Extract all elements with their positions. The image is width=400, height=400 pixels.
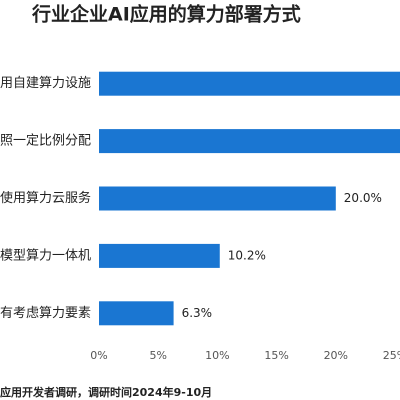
y-tick-label: 有考虑算力要素 [0,306,91,321]
x-tick-label: 25% [383,349,400,362]
bar [99,129,400,154]
source-note: 应用开发者调研，调研时间2024年9-10月 [0,385,212,399]
bar [99,71,400,96]
chart-title: 行业企业AI应用的算力部署方式 [31,3,301,26]
data-label: 20.0% [344,191,382,205]
y-tick-label: 用自建算力设施 [0,76,91,91]
y-tick-label: 使用算力云服务 [0,190,91,206]
data-label: 10.2% [228,248,266,262]
data-label: 6.3% [182,306,213,320]
bar [99,301,174,326]
x-tick-label: 5% [149,349,166,362]
y-tick-label: 模型算力一体机 [0,248,91,263]
x-tick-label: 10% [205,349,229,362]
x-tick-label: 20% [324,349,348,362]
y-tick-label: 照一定比例分配 [0,134,91,149]
bar [99,186,336,211]
bar [99,243,220,268]
x-tick-label: 0% [90,349,107,362]
x-tick-label: 15% [264,349,288,362]
